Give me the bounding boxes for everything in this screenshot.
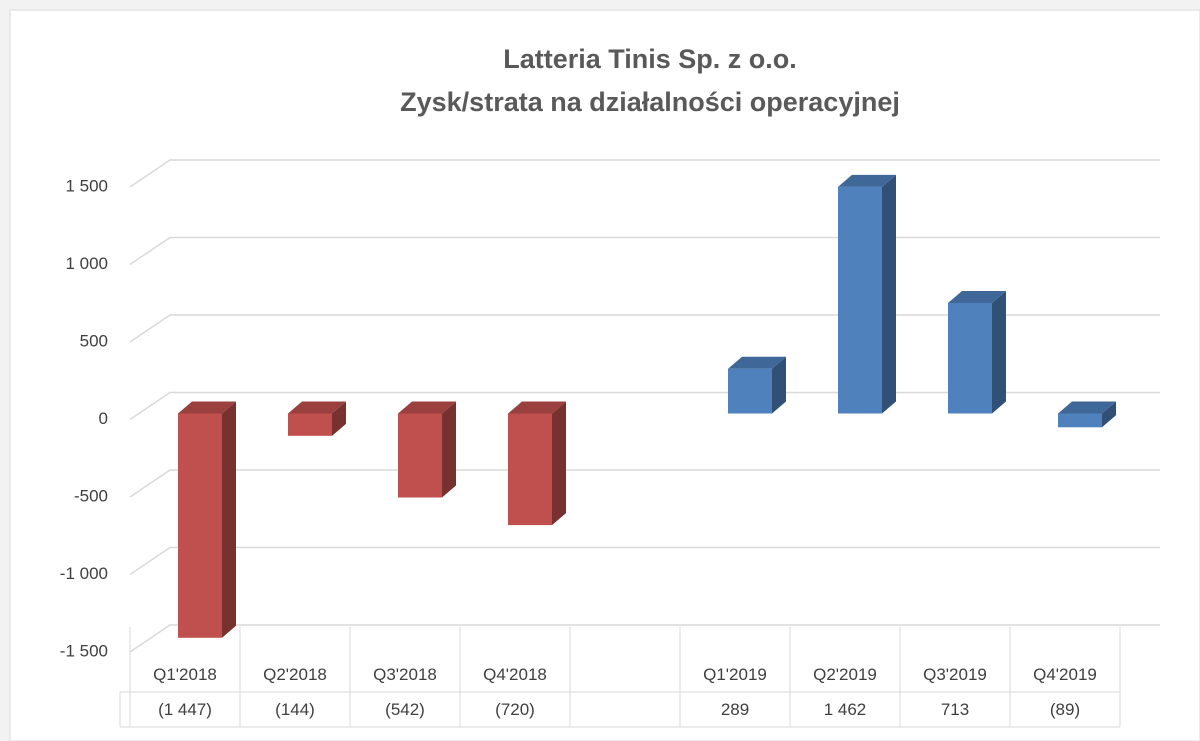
grid-line — [129, 236, 1160, 266]
bar-side — [222, 401, 236, 638]
bar — [838, 186, 882, 414]
data-label: (89) — [1050, 700, 1080, 719]
bar-side — [1102, 401, 1116, 428]
data-label: (542) — [385, 700, 425, 719]
bar-top — [178, 401, 236, 414]
chart-title: Latteria Tinis Sp. z o.o. — [503, 44, 797, 74]
y-tick-label: -500 — [74, 486, 108, 505]
y-tick-label: -1 500 — [60, 641, 108, 660]
y-tick-label: -1 000 — [60, 564, 108, 583]
bar-side — [772, 356, 786, 414]
y-tick-label: 0 — [99, 409, 108, 428]
x-tick-label: Q4'2018 — [483, 665, 547, 684]
bar — [1058, 413, 1102, 428]
x-tick-label: Q4'2019 — [1033, 665, 1097, 684]
y-tick-label: 1 500 — [65, 176, 108, 195]
bar-top — [1058, 401, 1116, 414]
data-label: 713 — [941, 700, 969, 719]
bar-top — [948, 290, 1006, 303]
y-tick-label: 500 — [80, 331, 108, 350]
data-label: (720) — [495, 700, 535, 719]
data-label: 289 — [721, 700, 749, 719]
x-tick-label: Q1'2018 — [153, 665, 217, 684]
bar — [728, 368, 772, 414]
x-tick-label: Q3'2019 — [923, 665, 987, 684]
bar-side — [992, 290, 1006, 414]
grid-line — [129, 546, 1160, 576]
grid-line — [129, 314, 1160, 343]
bar — [398, 413, 442, 498]
data-label: (1 447) — [158, 700, 212, 719]
bar-side — [442, 401, 456, 498]
bar — [178, 413, 222, 638]
x-tick-label: Q1'2019 — [703, 665, 767, 684]
bar-top — [838, 174, 896, 187]
y-tick-label: 1 000 — [65, 254, 108, 273]
bar — [508, 413, 552, 526]
grid-line — [129, 469, 1160, 498]
x-tick-label: Q3'2018 — [373, 665, 437, 684]
bar-top — [288, 401, 346, 414]
bar-side — [882, 174, 896, 414]
grid-line — [129, 159, 1160, 188]
bar-top — [508, 401, 566, 414]
bar — [948, 302, 992, 414]
bar-top — [398, 401, 456, 414]
x-tick-label: Q2'2018 — [263, 665, 327, 684]
bar-side — [552, 401, 566, 526]
x-tick-label: Q2'2019 — [813, 665, 877, 684]
bar — [288, 413, 332, 436]
data-label: 1 462 — [824, 700, 867, 719]
bar-side — [332, 401, 346, 436]
chart-title: Zysk/strata na działalności operacyjnej — [400, 87, 900, 117]
data-label: (144) — [275, 700, 315, 719]
grid-line — [129, 624, 1160, 653]
bar-top — [728, 356, 786, 369]
grid-line — [129, 391, 1160, 421]
